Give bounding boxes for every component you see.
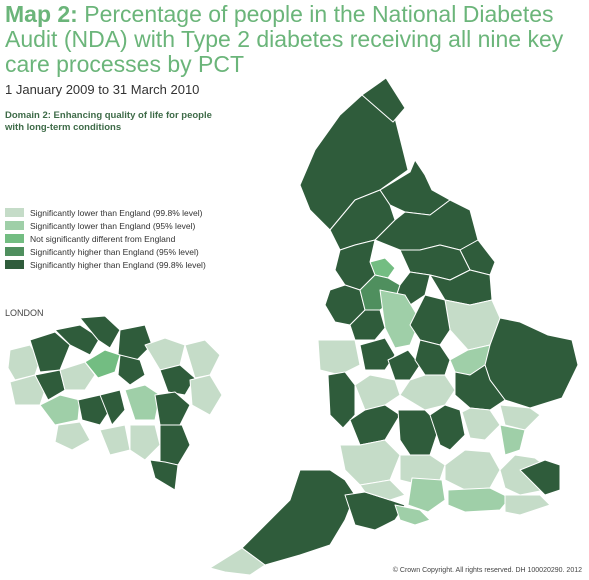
- pct-region: [399, 374, 456, 411]
- legend-item-higher-95: Significantly higher than England (95% l…: [5, 245, 206, 258]
- borough-region: [189, 374, 223, 416]
- london-inset-map: [7, 315, 223, 491]
- pct-region: [361, 77, 406, 123]
- borough-region: [39, 394, 81, 426]
- pct-region: [429, 404, 466, 451]
- pct-region: [499, 404, 541, 431]
- map-title: Map 2: Percentage of people in the Natio…: [5, 2, 585, 77]
- england-map: [209, 77, 579, 576]
- legend-item-not-different: Not significantly different from England: [5, 232, 206, 245]
- borough-region: [117, 324, 153, 363]
- pct-region: [394, 504, 431, 526]
- legend-label: Significantly higher than England (95% l…: [30, 246, 199, 257]
- legend-swatch: [5, 234, 24, 243]
- borough-region: [117, 354, 146, 386]
- pct-region: [387, 349, 421, 381]
- legend-item-lower-99: Significantly lower than England (99.8% …: [5, 206, 206, 219]
- date-range: 1 January 2009 to 31 March 2010: [5, 82, 200, 97]
- borough-region: [159, 424, 191, 466]
- pct-region: [461, 407, 501, 441]
- borough-region: [99, 389, 126, 426]
- pct-region: [327, 371, 356, 429]
- pct-region: [409, 294, 451, 346]
- pct-region: [519, 459, 561, 496]
- legend-swatch: [5, 221, 24, 230]
- map-title-text: Percentage of people in the National Dia…: [5, 1, 564, 77]
- pct-region: [349, 404, 401, 446]
- legend-item-lower-95: Significantly lower than England (95% le…: [5, 219, 206, 232]
- borough-region: [184, 339, 221, 379]
- borough-region: [159, 364, 196, 396]
- london-inset-label: LONDON: [5, 308, 44, 318]
- pct-region: [499, 424, 526, 456]
- borough-region: [84, 349, 121, 379]
- borough-region: [77, 394, 111, 426]
- borough-region: [54, 421, 91, 451]
- borough-region: [154, 391, 191, 426]
- pct-region: [359, 479, 406, 501]
- pct-region: [241, 469, 356, 566]
- pct-region: [454, 364, 506, 411]
- domain-heading-line-1: Domain 2: Enhancing quality of life for …: [5, 110, 212, 121]
- map-legend: Significantly lower than England (99.8% …: [5, 206, 206, 271]
- pct-region: [354, 374, 401, 411]
- borough-region: [79, 315, 121, 349]
- legend-swatch: [5, 260, 24, 269]
- pct-region: [379, 159, 451, 216]
- pct-region: [447, 487, 511, 513]
- borough-region: [29, 331, 71, 373]
- borough-region: [149, 459, 179, 491]
- borough-region: [54, 324, 101, 356]
- pct-region: [407, 477, 446, 513]
- borough-region: [9, 374, 46, 406]
- borough-region: [59, 361, 96, 391]
- domain-heading: Domain 2: Enhancing quality of life for …: [5, 110, 235, 134]
- borough-region: [129, 424, 161, 461]
- borough-region: [124, 384, 161, 421]
- pct-region: [444, 449, 501, 491]
- legend-swatch: [5, 208, 24, 217]
- borough-region: [144, 337, 186, 371]
- domain-heading-line-2: with long-term conditions: [5, 122, 122, 133]
- copyright-credit: © Crown Copyright. All rights reserved. …: [392, 567, 582, 574]
- legend-item-higher-99: Significantly higher than England (99.8%…: [5, 258, 206, 271]
- legend-label: Not significantly different from England: [30, 233, 176, 244]
- pct-region: [504, 494, 551, 516]
- pct-region: [317, 339, 361, 376]
- pct-region: [339, 439, 401, 486]
- borough-region: [99, 424, 131, 456]
- pct-region: [209, 547, 266, 576]
- legend-swatch: [5, 247, 24, 256]
- legend-label: Significantly lower than England (99.8% …: [30, 207, 203, 218]
- pct-region: [414, 339, 451, 376]
- legend-label: Significantly lower than England (95% le…: [30, 220, 196, 231]
- map-title-lead: Map 2:: [5, 1, 78, 27]
- legend-label: Significantly higher than England (99.8%…: [30, 259, 206, 270]
